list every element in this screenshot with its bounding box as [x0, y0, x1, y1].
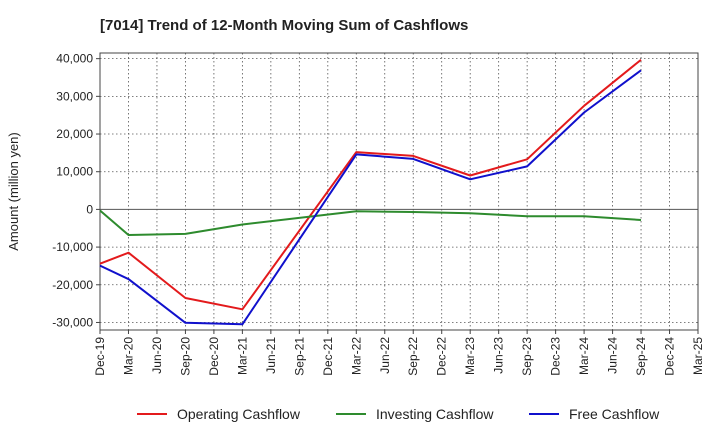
x-tick-label: Mar-20: [121, 337, 135, 375]
chart-title: [7014] Trend of 12-Month Moving Sum of C…: [100, 17, 468, 34]
y-tick-label: 30,000: [56, 89, 93, 103]
x-tick-label: Sep-21: [292, 337, 306, 376]
y-tick-label: 40,000: [56, 52, 93, 66]
x-tick-label: Mar-24: [577, 337, 591, 375]
x-tick-label: Mar-22: [349, 337, 363, 375]
x-tick-label: Dec-23: [549, 337, 563, 376]
x-tick-label: Mar-25: [691, 337, 705, 375]
y-tick-label: 0: [86, 202, 93, 216]
y-axis-label: Amount (million yen): [6, 132, 21, 251]
grid: [99, 53, 699, 330]
x-tick-label: Jun-22: [378, 337, 392, 374]
x-tick-label: Jun-21: [264, 337, 278, 374]
x-tick-label: Sep-23: [520, 337, 534, 376]
y-tick-label: 10,000: [56, 165, 93, 179]
x-tick-label: Dec-22: [435, 337, 449, 376]
y-tick-label: -20,000: [52, 278, 93, 292]
investing-cashflow-legend-label: Investing Cashflow: [376, 406, 494, 422]
legend: Operating Cashflow Investing Cashflow Free…: [137, 406, 660, 422]
x-tick-label: Dec-21: [321, 337, 335, 376]
x-tick-label: Dec-20: [207, 337, 221, 376]
investing-cashflow-line: [99, 209, 642, 236]
y-tick-label: -30,000: [52, 315, 93, 329]
operating-cashflow-legend-label: Operating Cashflow: [177, 406, 301, 422]
x-tick-label: Sep-22: [406, 337, 420, 376]
x-tick-label: Jun-20: [150, 337, 164, 374]
x-tick-label: Dec-19: [93, 337, 107, 376]
y-axis-ticks: 40,000 30,000 20,000 10,000 0 -10,000 -20,000 -…: [52, 52, 100, 329]
x-axis-ticks: Dec-19 Mar-20 Jun-20 Sep-20 Dec-20 Mar-21 Jun-…: [93, 330, 705, 376]
x-tick-label: Sep-24: [634, 337, 648, 376]
operating-cashflow-line: [99, 59, 642, 311]
x-tick-label: Mar-21: [235, 337, 249, 375]
x-tick-label: Jun-24: [606, 337, 620, 374]
series-lines: [99, 59, 642, 326]
free-cashflow-legend-label: Free Cashflow: [569, 406, 660, 422]
y-tick-label: 20,000: [56, 127, 93, 141]
x-tick-label: Jun-23: [492, 337, 506, 374]
x-tick-label: Sep-20: [178, 337, 192, 376]
plot-frame: [99, 52, 699, 331]
y-tick-label: -10,000: [52, 240, 93, 254]
free-cashflow-line: [99, 69, 642, 326]
x-tick-label: Mar-23: [463, 337, 477, 375]
x-tick-label: Dec-24: [663, 337, 677, 376]
